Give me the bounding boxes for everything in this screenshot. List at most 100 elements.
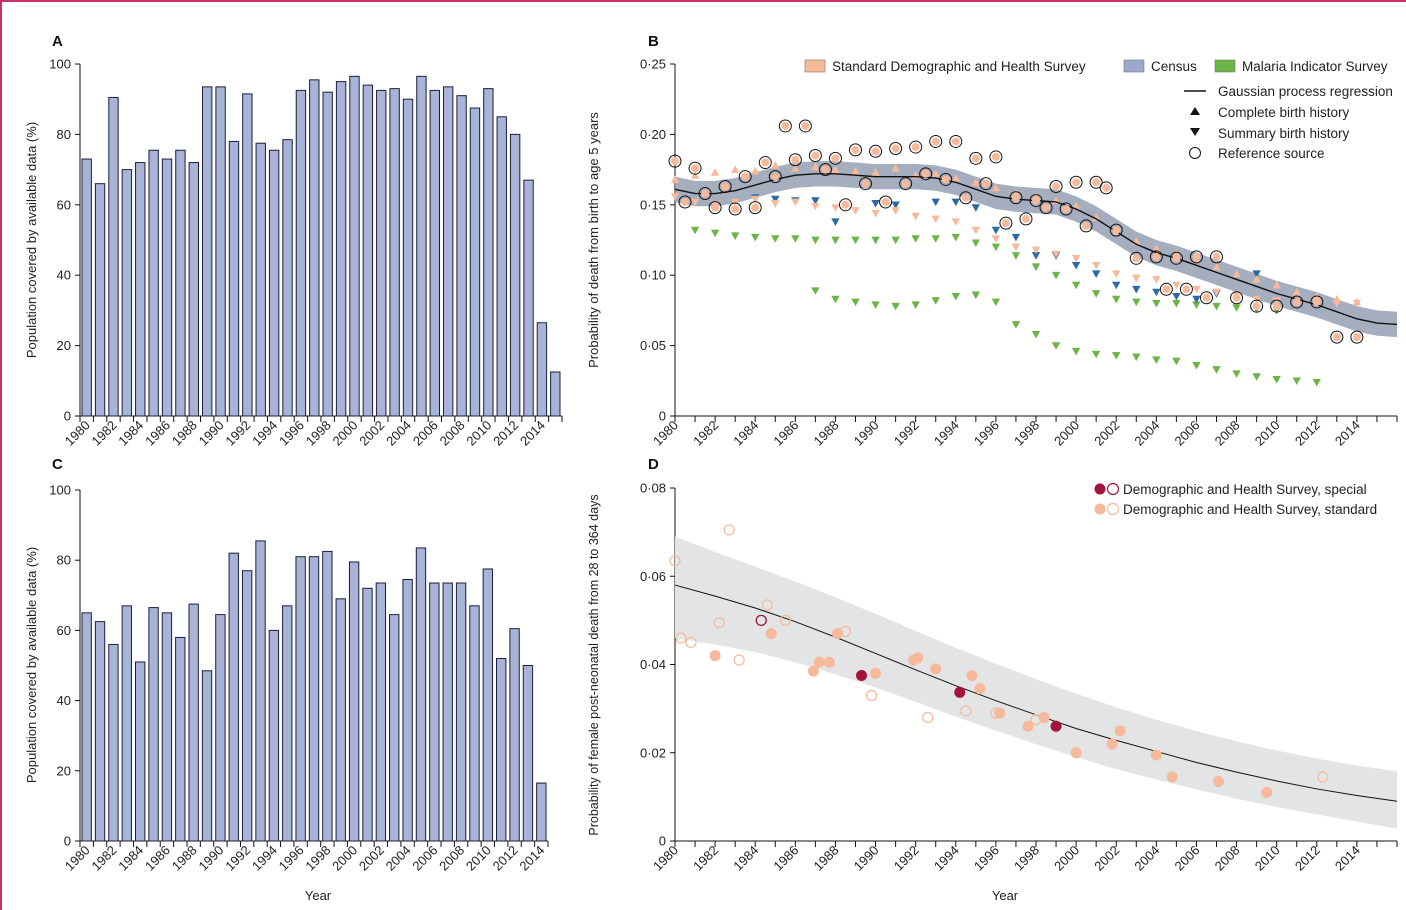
standard-open-point — [669, 555, 681, 567]
complete-birth-point — [991, 183, 1001, 192]
panel-a-bar — [376, 89, 387, 417]
panel-b-x-tick-label: 1984 — [730, 418, 761, 449]
panel-d-legend: Demographic and Health Survey, special D… — [1094, 482, 1377, 517]
panel-a-bar — [389, 88, 400, 417]
reference-point-fill — [821, 165, 830, 174]
panel-a-bar — [215, 86, 226, 417]
special-open-point — [755, 614, 767, 627]
panel-c-x-tick-label: 2010 — [463, 843, 494, 874]
census-summary-point — [1172, 292, 1181, 301]
reference-point — [879, 195, 893, 209]
panel-c-x-axis-label: Year — [305, 888, 332, 903]
census-summary-point — [1011, 233, 1021, 242]
summary-birth-point — [791, 198, 800, 207]
panel-c-x-tick-label: 1986 — [142, 843, 173, 874]
panel-d-x-tick-label: 2006 — [1172, 843, 1203, 874]
panel-b-x-tick-label: 1994 — [931, 418, 962, 449]
panel-a-x-tick-label: 1982 — [89, 418, 120, 449]
panel-c-bar — [108, 643, 119, 842]
panel-c-x-tick-label: 1988 — [169, 843, 200, 874]
summary-birth-point — [811, 202, 820, 211]
reference-point — [939, 172, 953, 186]
panel-b-x-tick-label: 2008 — [1212, 418, 1243, 449]
panel-a-bar — [148, 149, 159, 417]
malaria-summary-point — [1071, 281, 1081, 290]
reference-point — [1270, 299, 1284, 313]
reference-point-fill — [681, 197, 690, 206]
panel-d-x-axis-label: Year — [992, 888, 1019, 903]
panel-c-bar — [375, 582, 387, 842]
panel-d-y-tick-label: 0·06 — [640, 569, 666, 584]
panel-c-bar — [215, 614, 226, 842]
panel-d-x-tick-label: 2004 — [1131, 843, 1162, 874]
panel-a-x-tick-label: 2010 — [463, 418, 494, 449]
reference-point — [758, 156, 772, 170]
reference-point-fill — [971, 154, 980, 163]
panel-a-x-tick-label: 1986 — [142, 418, 173, 449]
panel-a-bar — [135, 162, 146, 417]
summary-birth-point — [690, 198, 700, 207]
panel-a-bar — [429, 89, 440, 417]
reference-point — [1039, 201, 1053, 215]
panel-a-bar — [175, 149, 186, 417]
reference-point-fill — [771, 172, 780, 181]
panel-d-x-tick-label: 1986 — [770, 843, 801, 874]
malaria-summary-point — [971, 239, 981, 248]
reference-point-fill — [1202, 293, 1211, 302]
panel-b-y-tick-label: 0·05 — [640, 338, 666, 353]
panel-c-bar — [161, 612, 173, 842]
reference-point-fill — [1312, 297, 1321, 306]
standard-open-point — [761, 599, 773, 611]
panel-d-x-tick-label: 2010 — [1252, 843, 1283, 874]
census-summary-point — [811, 197, 820, 205]
reference-point-fill — [1021, 214, 1030, 223]
uncertainty-band — [675, 536, 1397, 829]
census-summary-point — [1192, 295, 1201, 304]
census-summary-point — [871, 200, 880, 208]
panel-b-y-tick-label: 0·25 — [640, 57, 666, 72]
panel-d-x-tick-label: 1994 — [931, 843, 962, 874]
summary-birth-point — [670, 192, 680, 201]
panel-d-x-tick-label: 1992 — [891, 843, 922, 874]
malaria-low-point — [851, 298, 860, 307]
complete-birth-point — [951, 173, 960, 182]
complete-birth-point — [831, 165, 840, 173]
panel-a-bar — [295, 89, 307, 417]
reference-point-fill — [761, 158, 770, 167]
reference-point — [698, 187, 712, 201]
panel-a-y-axis-label: Population covered by available data (%) — [24, 122, 39, 358]
malaria-low-point — [1292, 377, 1301, 385]
panel-b-y-tick-label: 0·15 — [640, 197, 666, 212]
standard-filled-point — [813, 656, 825, 668]
reference-point — [969, 151, 983, 165]
standard-filled-point — [930, 663, 942, 675]
malaria-low-point — [1091, 350, 1101, 359]
panel-a-bar — [282, 139, 293, 417]
panel-c-bar — [308, 556, 320, 842]
panel-a-bar — [523, 179, 534, 417]
panel-c-bar — [255, 540, 266, 842]
malaria-low-point — [931, 297, 940, 305]
reference-point-fill — [1192, 252, 1201, 261]
reference-point-fill — [1252, 302, 1261, 311]
standard-open-point — [865, 689, 878, 701]
reference-point-fill — [811, 151, 820, 160]
panel-c-y-tick-label: 20 — [57, 763, 71, 778]
panel-a-x-tick-label: 2012 — [490, 418, 521, 449]
standard-filled-point — [807, 665, 819, 677]
malaria-low-point — [1071, 347, 1081, 356]
reference-point-fill — [871, 147, 880, 156]
panel-c-bar — [81, 612, 92, 842]
malaria-low-point — [971, 291, 981, 300]
reference-point — [1099, 181, 1113, 195]
reference-point-fill — [1092, 178, 1101, 187]
legend-special-filled-icon — [1094, 483, 1106, 495]
reference-point — [999, 216, 1013, 230]
standard-open-point — [1317, 771, 1329, 783]
summary-birth-point — [1011, 243, 1021, 252]
panel-b-y-tick-label: 0 — [659, 409, 666, 424]
special-filled-point — [1050, 720, 1062, 732]
standard-filled-point — [823, 656, 835, 668]
reference-point-fill — [1152, 252, 1161, 261]
panel-c-x-tick-label: 2000 — [329, 843, 360, 874]
